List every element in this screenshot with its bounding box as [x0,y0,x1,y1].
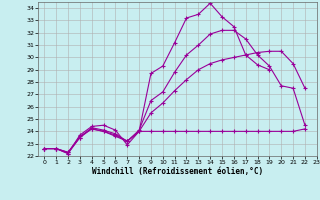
X-axis label: Windchill (Refroidissement éolien,°C): Windchill (Refroidissement éolien,°C) [92,167,263,176]
